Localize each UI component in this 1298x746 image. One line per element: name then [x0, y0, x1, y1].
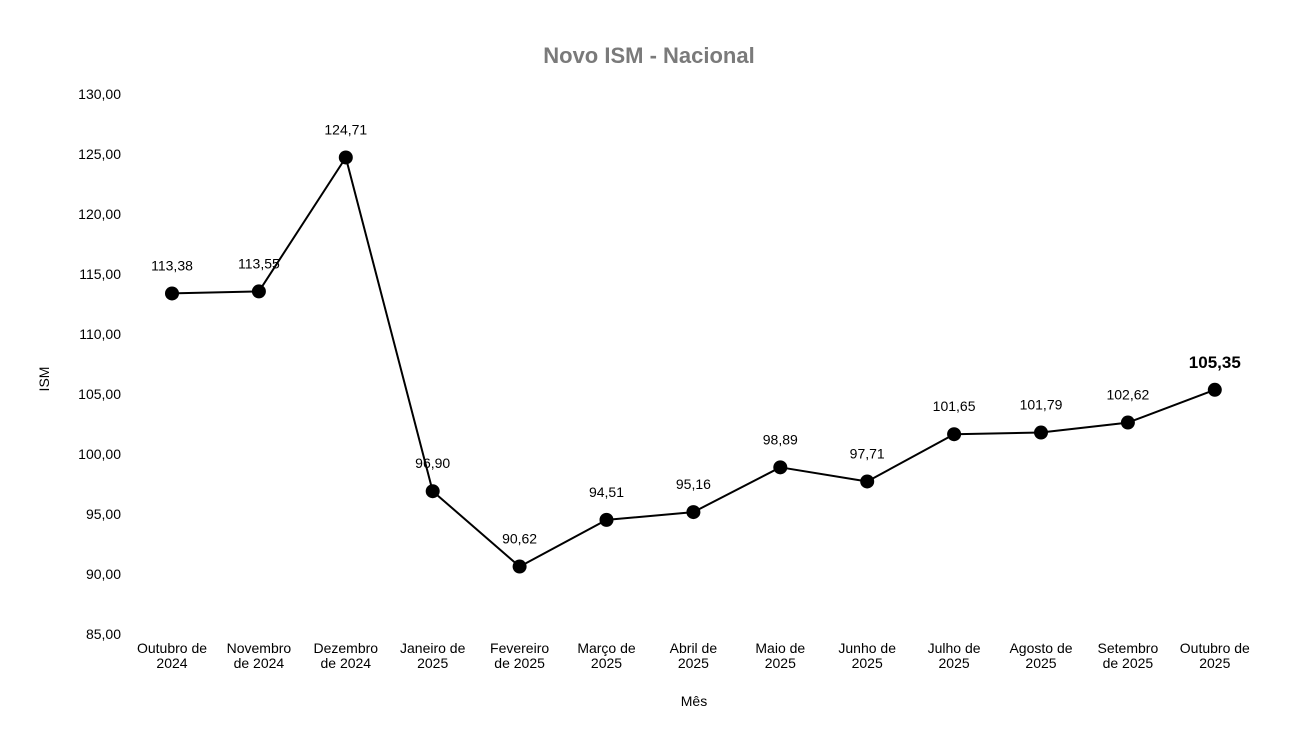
chart-title: Novo ISM - Nacional — [543, 43, 754, 68]
data-point — [947, 427, 962, 442]
data-point — [686, 505, 701, 520]
x-tick-label: Junho de 2025 — [838, 640, 896, 671]
y-tick-label: 125,00 — [78, 146, 121, 162]
y-tick-label: 85,00 — [86, 626, 121, 642]
data-label: 124,71 — [324, 121, 367, 137]
data-point — [251, 284, 266, 299]
x-tick-label: Novembro de 2024 — [227, 640, 292, 671]
x-tick-label: Outubro de 2025 — [1180, 640, 1250, 671]
series-layer — [165, 150, 1222, 574]
data-point — [860, 474, 875, 489]
x-axis-title: Mês — [681, 693, 707, 709]
x-tick-label: Fevereiro de 2025 — [490, 640, 549, 671]
data-label: 90,62 — [502, 531, 537, 547]
y-tick-label: 90,00 — [86, 566, 121, 582]
data-labels: 113,38 113,55 124,71 96,90 90,62 94,51 95,16 98… — [151, 121, 1241, 546]
x-tick-label: Dezembro de 2024 — [314, 640, 379, 671]
data-label-emphasized: 105,35 — [1189, 353, 1241, 372]
y-tick-label: 105,00 — [78, 386, 121, 402]
y-tick-label: 110,00 — [79, 326, 121, 342]
y-axis-ticks: 85,00 90,00 95,00 100,00 105,00 110,00 115,00 1… — [78, 86, 121, 642]
data-point — [1034, 425, 1048, 440]
x-tick-label: Agosto de 2025 — [1009, 640, 1072, 671]
y-axis-title: ISM — [36, 367, 52, 392]
data-label: 101,65 — [933, 398, 976, 414]
data-label: 94,51 — [589, 484, 624, 500]
data-point — [512, 559, 527, 574]
x-tick-label: Setembro de 2025 — [1098, 640, 1159, 671]
y-tick-label: 120,00 — [78, 206, 121, 222]
data-label: 113,55 — [238, 255, 280, 271]
y-tick-label: 100,00 — [78, 446, 121, 462]
x-tick-label: Outubro de 2024 — [137, 640, 207, 671]
data-point — [773, 460, 788, 475]
x-tick-label: Janeiro de 2025 — [400, 640, 466, 671]
data-point — [1207, 382, 1222, 397]
x-tick-label: Março de 2025 — [577, 640, 636, 671]
data-label: 95,16 — [676, 476, 711, 492]
x-tick-label: Maio de 2025 — [755, 640, 805, 671]
data-label: 96,90 — [415, 455, 450, 471]
x-tick-label: Julho de 2025 — [928, 640, 981, 671]
data-point — [165, 286, 179, 301]
data-label: 102,62 — [1106, 387, 1149, 403]
y-tick-label: 115,00 — [79, 266, 121, 282]
y-tick-label: 130,00 — [78, 86, 121, 102]
data-label: 97,71 — [850, 445, 885, 461]
data-point — [425, 484, 440, 499]
data-point — [338, 150, 353, 165]
data-point — [599, 512, 614, 527]
y-tick-label: 95,00 — [86, 506, 121, 522]
x-tick-label: Abril de 2025 — [670, 640, 718, 671]
data-label: 113,38 — [151, 257, 193, 273]
data-label: 101,79 — [1020, 397, 1063, 413]
data-label: 98,89 — [763, 431, 798, 447]
data-point — [1120, 415, 1135, 430]
x-axis-ticks: Outubro de 2024 Novembro de 2024 Dezembro de … — [137, 640, 1250, 671]
